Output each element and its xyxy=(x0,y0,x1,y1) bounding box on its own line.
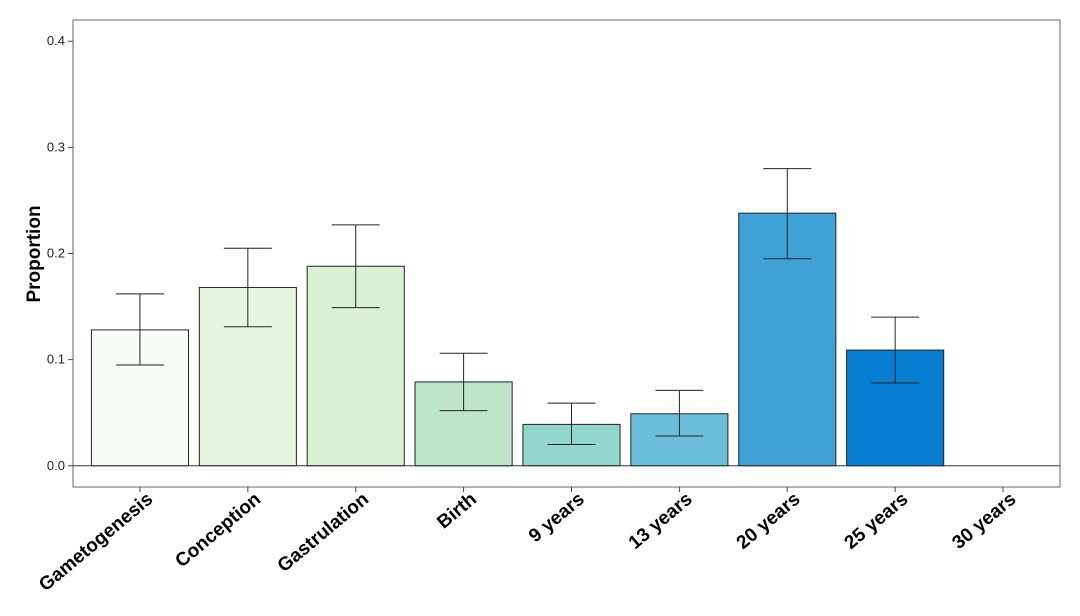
y-tick-label: 0.1 xyxy=(47,352,65,367)
x-tick-label: 13 years xyxy=(625,489,697,554)
y-axis-title: Proportion xyxy=(24,205,45,302)
x-tick-label: 20 years xyxy=(733,489,805,554)
y-tick-label: 0.3 xyxy=(47,139,65,154)
error-bars-group xyxy=(115,168,920,446)
x-tick-label: Gastrulation xyxy=(274,489,373,577)
y-tick-label: 0.0 xyxy=(47,458,65,473)
x-tick-label: Gametogenesis xyxy=(35,489,157,596)
x-tick-label: Birth xyxy=(433,489,480,534)
x-tick-label: 30 years xyxy=(948,489,1020,554)
x-tick-label: 9 years xyxy=(525,489,589,547)
x-axis: Gametogenesis Conception Gastrulation Birth… xyxy=(35,487,1020,596)
y-axis: 0.0 0.1 0.2 0.3 0.4 xyxy=(47,33,73,473)
bars-group xyxy=(90,212,945,467)
x-tick-label: Conception xyxy=(171,489,265,572)
y-tick-label: 0.4 xyxy=(47,33,65,48)
y-tick-label: 0.2 xyxy=(47,246,65,261)
x-tick-label: 25 years xyxy=(841,489,913,554)
